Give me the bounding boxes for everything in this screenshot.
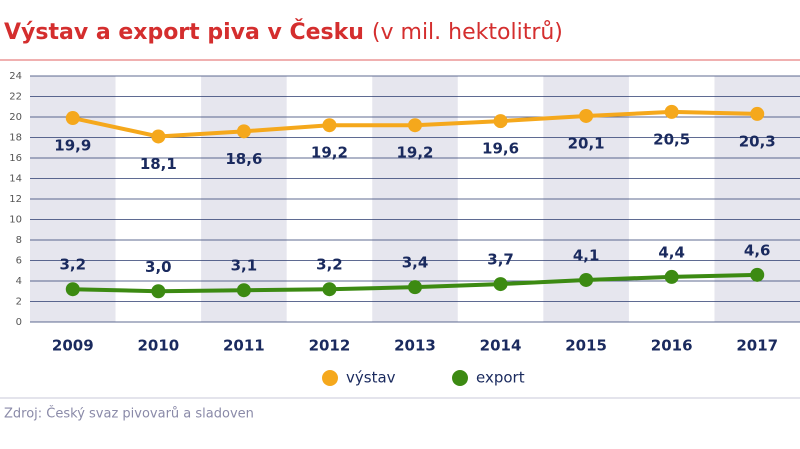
point — [236, 283, 251, 298]
point — [750, 106, 765, 121]
data-label: 20,1 — [568, 134, 605, 152]
point — [408, 280, 422, 295]
point — [493, 277, 508, 292]
y-tick-label: 22 — [9, 92, 22, 103]
point — [579, 272, 594, 287]
y-tick-label: 24 — [9, 71, 22, 82]
point — [664, 104, 679, 119]
data-label: 18,6 — [225, 150, 262, 168]
x-tick-label: 2016 — [651, 337, 693, 355]
x-tick-label: 2014 — [480, 337, 522, 355]
legend-marker — [452, 370, 468, 386]
point — [151, 129, 166, 144]
x-tick-label: 2010 — [137, 337, 179, 355]
y-tick-label: 16 — [9, 153, 22, 164]
data-label: 3,4 — [402, 254, 429, 272]
x-tick-label: 2015 — [565, 337, 607, 355]
point — [65, 111, 80, 126]
subtitle: (v mil. hektolitrů) — [372, 20, 563, 45]
title: Výstav a export piva v Česku — [4, 19, 364, 45]
point — [322, 282, 337, 297]
legend-marker — [322, 370, 338, 386]
y-tick-label: 10 — [9, 215, 22, 226]
data-label: 3,7 — [487, 251, 514, 269]
point — [750, 267, 765, 282]
data-label: 19,2 — [396, 144, 433, 162]
data-label: 19,2 — [311, 144, 348, 162]
point — [664, 269, 679, 284]
data-label: 4,6 — [744, 241, 771, 259]
y-tick-label: 0 — [16, 317, 22, 328]
data-label: 3,2 — [59, 256, 86, 274]
y-tick-label: 8 — [16, 235, 22, 246]
data-label: 20,5 — [653, 130, 690, 148]
point — [236, 124, 251, 139]
y-tick-label: 6 — [16, 256, 22, 267]
data-label: 19,9 — [54, 137, 91, 155]
y-tick-label: 18 — [9, 133, 22, 144]
point — [579, 108, 594, 123]
point — [151, 284, 166, 299]
data-label: 3,1 — [231, 257, 258, 275]
y-tick-label: 20 — [9, 112, 22, 123]
y-tick-label: 14 — [9, 174, 22, 185]
data-label: 18,1 — [140, 155, 177, 173]
data-label: 20,3 — [739, 132, 776, 150]
data-label: 19,6 — [482, 140, 519, 158]
point — [493, 114, 508, 129]
data-label: 3,2 — [316, 256, 343, 274]
legend-label: export — [476, 369, 525, 387]
x-tick-label: 2009 — [52, 337, 94, 355]
data-label: 4,1 — [573, 246, 600, 264]
point — [322, 118, 337, 133]
chart-title: Výstav a export piva v Česku (v mil. hekt… — [4, 19, 563, 45]
x-tick-label: 2017 — [736, 337, 778, 355]
y-tick-label: 2 — [16, 297, 22, 308]
legend-label: výstav — [346, 369, 396, 387]
y-tick-label: 4 — [16, 276, 22, 287]
data-label: 3,0 — [145, 258, 172, 276]
x-tick-label: 2013 — [394, 337, 436, 355]
source: Zdroj: Český svaz pivovarů a sladoven — [4, 406, 254, 422]
point — [408, 118, 422, 133]
data-label: 4,4 — [658, 243, 685, 261]
x-tick-label: 2011 — [223, 337, 265, 355]
x-tick-label: 2012 — [309, 337, 351, 355]
point — [65, 282, 80, 297]
y-tick-label: 12 — [9, 194, 22, 205]
